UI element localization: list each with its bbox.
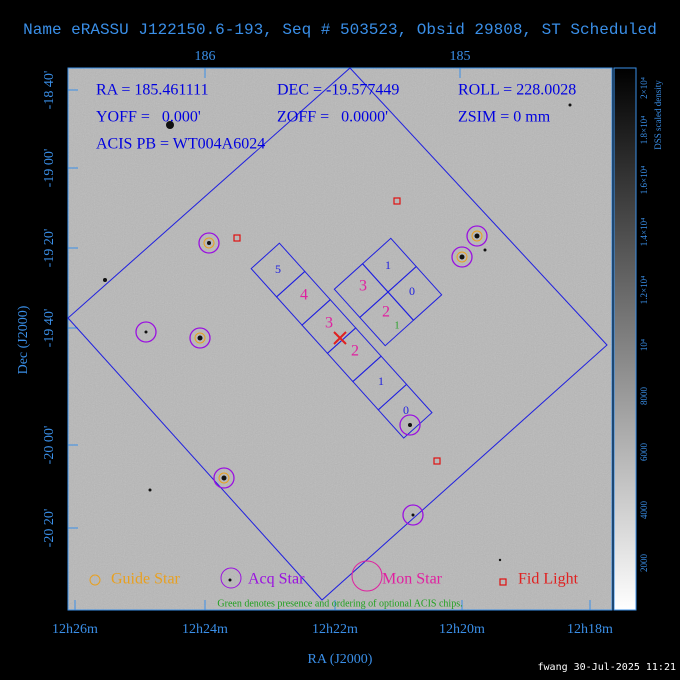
x-tick-label: 12h22m [312,622,358,637]
y-tick-label: -18 40' [42,71,57,110]
stars [103,103,572,582]
colorbar-ticks: 2000 4000 6000 8000 10⁴ 1.2×10⁴ 1.4×10⁴ … [639,77,649,572]
chip-label: 2 [382,304,390,321]
footer: fwang 30-Jul-2025 11:21 [538,662,676,673]
colorbar [613,67,637,611]
colorbar-tick-label: 2000 [639,554,649,573]
chip-labels: 5 4 3 2 1 0 1 0 3 2 1 [275,258,415,417]
chip-label: 3 [325,315,333,332]
zsim-info: ZSIM = 0 mm [458,109,551,126]
y-tick-label: -19 20' [42,229,57,268]
chip-label: 0 [409,284,415,298]
colorbar-tick-label: 1.6×10⁴ [639,166,649,194]
colorbar-label: DSS scaled density [653,80,663,150]
chip-label: 1 [385,258,391,272]
legend-guide-icon [89,574,101,586]
yoff-info: YOFF = 0.000' [96,109,201,126]
x-tick-label: 12h20m [439,622,485,637]
note: Green denotes presence and ordering of o… [217,598,462,609]
chip-label: 3 [359,278,367,295]
top-tick-label: 186 [195,49,216,64]
colorbar-tick-label: 1.8×10⁴ [639,116,649,144]
x-tick-label: 12h18m [567,622,613,637]
legend-acq-icon [220,567,242,589]
ra-info: RA = 185.461111 [96,82,209,99]
optional-chip-label: 1 [395,320,400,331]
x-axis-label: RA (J2000) [308,652,373,667]
chip-label: 1 [378,374,384,388]
colorbar-tick-label: 1.4×10⁴ [639,218,649,246]
i-array [333,237,443,347]
x-tick-label: 12h26m [52,622,98,637]
legend-label: Mon Star [382,571,443,588]
field-of-view [67,67,608,601]
chip-label: 4 [300,287,308,304]
tick-marks [68,68,591,610]
acq-stars [135,225,488,526]
fid-lights [233,197,441,465]
y-axis-label: Dec (J2000) [16,305,31,374]
legend-label: Acq Star [248,571,305,588]
dec-info: DEC = -19.577449 [277,82,399,99]
legend-fid-icon [499,578,507,586]
y-tick-label: -19 40' [42,309,57,348]
top-tick-label: 185 [450,49,471,64]
x-tick-label: 12h24m [182,622,228,637]
plot-frame [67,67,613,611]
zoff-info: ZOFF = 0.0000' [277,109,388,126]
y-tick-label: -20 00' [42,426,57,465]
colorbar-tick-label: 2×10⁴ [639,77,649,99]
chip-label: 5 [275,262,281,276]
aimpoint [333,331,347,345]
colorbar-tick-label: 8000 [639,387,649,406]
chip-label: 0 [403,403,409,417]
legend-label: Guide Star [111,571,181,588]
colorbar-tick-label: 1.2×10⁴ [639,276,649,304]
roll-info: ROLL = 228.0028 [458,82,576,99]
colorbar-tick-label: 4000 [639,501,649,520]
acis-pb-info: ACIS PB = WT004A6024 [96,136,265,153]
guide-stars [194,230,483,484]
chip-label: 2 [351,343,359,360]
title: Name eRASSU J122150.6-193, Seq # 503523,… [23,21,657,39]
y-tick-label: -20 20' [42,509,57,548]
y-tick-label: -19 00' [42,149,57,188]
colorbar-tick-label: 6000 [639,443,649,462]
legend-label: Fid Light [518,571,579,588]
legend-mon-icon [351,560,383,592]
colorbar-tick-label: 10⁴ [639,339,649,351]
